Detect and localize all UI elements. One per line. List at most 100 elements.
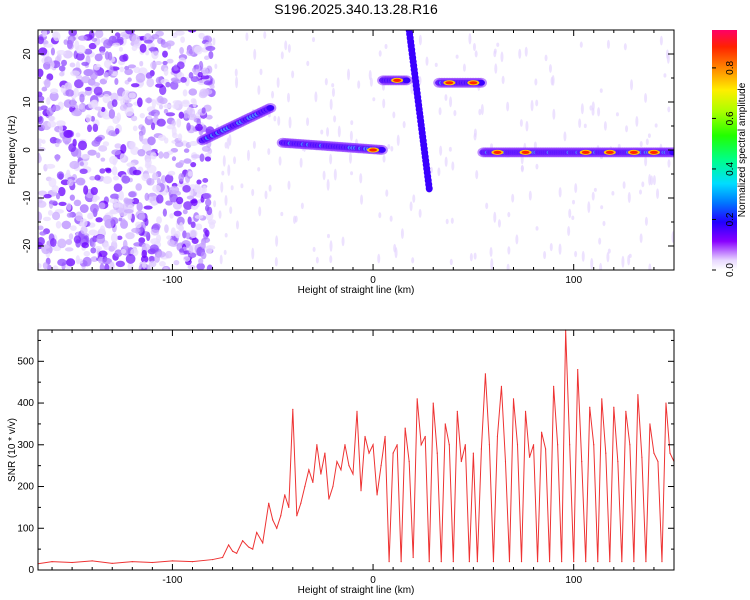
noise-blob: [130, 83, 140, 88]
noise-blob: [193, 45, 203, 55]
noise-blob: [66, 169, 71, 178]
noise-blob: [51, 185, 60, 193]
noise-blob: [131, 227, 140, 233]
noise-blob: [187, 216, 192, 225]
snr-point: [613, 406, 615, 408]
noise-blob: [202, 88, 213, 95]
faint-blob: [389, 215, 393, 222]
noise-blob: [53, 31, 61, 42]
faint-blob: [434, 62, 438, 67]
faint-blob: [333, 168, 337, 181]
faint-blob: [449, 96, 453, 108]
noise-blob: [118, 46, 124, 52]
noise-blob: [196, 179, 202, 185]
faint-blob: [449, 258, 453, 266]
faint-blob: [213, 200, 217, 208]
streak-segment: [425, 184, 433, 193]
faint-blob: [445, 218, 449, 225]
noise-blob: [203, 55, 210, 61]
noise-blob: [166, 124, 176, 130]
noise-blob: [116, 235, 123, 241]
y-tick-label: 0: [22, 147, 33, 153]
snr-point: [408, 460, 410, 463]
noise-blob: [103, 71, 110, 78]
noise-blob: [74, 79, 84, 89]
faint-blob: [606, 39, 610, 49]
faint-blob: [349, 130, 353, 141]
faint-blob: [246, 149, 250, 162]
noise-blob: [146, 115, 153, 120]
colorbar-label: Normalized spectral amplitude: [737, 82, 748, 217]
faint-blob: [450, 217, 454, 224]
faint-blob: [418, 34, 422, 46]
figure-title: S196.2025.340.13.28.R16: [274, 1, 438, 17]
faint-blob: [654, 123, 658, 128]
faint-blob: [259, 68, 263, 76]
faint-blob: [324, 78, 328, 86]
faint-blob: [278, 156, 282, 166]
faint-blob: [439, 145, 443, 156]
faint-blob: [245, 32, 249, 42]
noise-blob: [196, 262, 205, 270]
noise-blob: [75, 255, 80, 265]
snr-point: [252, 548, 254, 550]
faint-blob: [606, 252, 610, 263]
snr-point: [484, 373, 487, 375]
noise-blob: [75, 148, 82, 159]
noise-blob: [91, 99, 99, 108]
y-tick-label: 200: [17, 482, 34, 493]
faint-blob: [650, 175, 654, 186]
noise-blob: [119, 152, 126, 162]
noise-blob: [63, 129, 73, 138]
faint-blob: [667, 106, 671, 113]
noise-blob: [191, 154, 201, 159]
snr-point: [428, 561, 430, 563]
faint-blob: [418, 208, 422, 218]
snr-point: [262, 542, 264, 544]
snr-x-ticks: -100 0 100: [51, 330, 675, 586]
noise-blob: [156, 177, 161, 185]
snr-point: [605, 452, 607, 454]
noise-blob: [87, 212, 94, 220]
faint-blob: [396, 134, 400, 147]
noise-blob: [79, 161, 85, 167]
noise-blob: [183, 158, 192, 164]
noise-blob: [158, 104, 164, 110]
faint-blob: [257, 85, 261, 95]
faint-blob: [630, 79, 634, 91]
noise-blob: [165, 81, 171, 88]
noise-blob: [113, 202, 121, 208]
faint-blob: [329, 153, 333, 165]
noise-blob: [124, 68, 133, 76]
faint-blob: [603, 121, 607, 131]
snr-point: [316, 444, 318, 446]
snr-point: [508, 561, 511, 563]
faint-blob: [625, 125, 629, 133]
noise-blob: [38, 225, 44, 231]
faint-blob: [258, 206, 262, 217]
noise-blob: [203, 227, 208, 234]
snr-point: [593, 444, 595, 446]
faint-blob: [425, 56, 429, 66]
faint-blob: [574, 250, 578, 258]
noise-blob: [158, 261, 166, 267]
x-tick-label: 0: [370, 275, 376, 286]
snr-points: [37, 329, 675, 565]
snr-point: [352, 473, 354, 475]
noise-blob: [103, 242, 110, 251]
noise-blob: [108, 155, 118, 165]
noise-blob: [90, 186, 98, 196]
noise-blob: [163, 137, 169, 144]
noise-blob: [61, 220, 72, 230]
noise-blob: [75, 132, 81, 138]
spectrogram-y-ticks: -20 -10 0 10 20: [22, 29, 674, 271]
noise-blob: [99, 263, 105, 270]
noise-blob: [119, 54, 128, 62]
snr-point: [296, 515, 298, 517]
noise-blob: [38, 236, 45, 246]
snr-point: [597, 561, 599, 563]
faint-blob: [251, 247, 255, 260]
faint-blob: [350, 171, 354, 176]
noise-blob: [38, 211, 43, 222]
faint-blob: [222, 155, 226, 167]
